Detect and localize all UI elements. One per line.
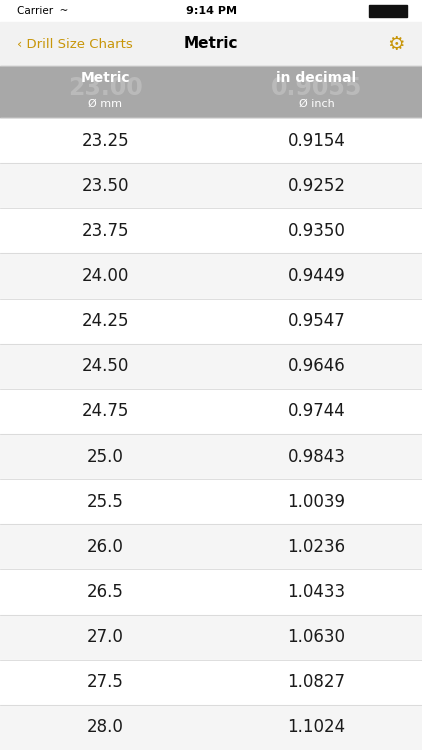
Text: 1.0433: 1.0433 [287,583,346,601]
Text: 1.0827: 1.0827 [287,674,346,692]
Text: 23.75: 23.75 [82,222,129,240]
Text: 0.9646: 0.9646 [288,357,345,375]
Bar [0,614,422,660]
Text: 25.0: 25.0 [87,448,124,466]
Bar [369,5,407,17]
Bar [0,434,422,479]
Text: 23.00: 23.00 [68,76,143,101]
Text: 27.0: 27.0 [87,628,124,646]
Text: Metric: Metric [81,71,130,86]
Bar [0,0,422,22]
Text: 24.25: 24.25 [82,312,129,330]
Bar [0,524,422,569]
Text: Metric: Metric [184,37,238,52]
Text: 24.50: 24.50 [82,357,129,375]
Text: 25.5: 25.5 [87,493,124,511]
Text: 27.5: 27.5 [87,674,124,692]
Text: 1.0039: 1.0039 [287,493,346,511]
Text: in decimal: in decimal [276,71,357,86]
Text: 0.9252: 0.9252 [287,177,346,195]
Text: 26.5: 26.5 [87,583,124,601]
Text: 0.9843: 0.9843 [287,448,346,466]
Text: 23.25: 23.25 [82,131,129,149]
Text: 24.00: 24.00 [82,267,129,285]
Text: 1.0630: 1.0630 [287,628,346,646]
Text: 26.0: 26.0 [87,538,124,556]
Bar [0,22,422,66]
Bar [0,388,422,434]
Text: 0.9547: 0.9547 [288,312,345,330]
Bar [0,479,422,524]
Text: 28.0: 28.0 [87,718,124,736]
Text: Ø inch: Ø inch [299,99,334,109]
Text: ⚙: ⚙ [388,34,405,53]
Bar [0,209,422,254]
Text: 23.50: 23.50 [82,177,129,195]
Text: 0.9055: 0.9055 [271,76,362,101]
Bar [0,569,422,614]
Bar [0,164,422,209]
Text: 1.0236: 1.0236 [287,538,346,556]
Bar [0,705,422,750]
Bar [0,254,422,298]
Text: Ø mm: Ø mm [89,99,122,109]
Text: 24.75: 24.75 [82,403,129,421]
Text: ‹ Drill Size Charts: ‹ Drill Size Charts [17,38,133,50]
Text: Carrier  ~: Carrier ~ [17,6,68,16]
Bar [0,298,422,344]
Text: 0.9154: 0.9154 [287,131,346,149]
Bar [0,118,422,164]
Bar [0,66,422,118]
Text: 0.9449: 0.9449 [288,267,345,285]
Text: 0.9744: 0.9744 [288,403,345,421]
Text: 1.1024: 1.1024 [287,718,346,736]
Text: 9:14 PM: 9:14 PM [186,6,236,16]
Bar [0,660,422,705]
Bar [0,344,422,388]
Text: 0.9350: 0.9350 [287,222,346,240]
